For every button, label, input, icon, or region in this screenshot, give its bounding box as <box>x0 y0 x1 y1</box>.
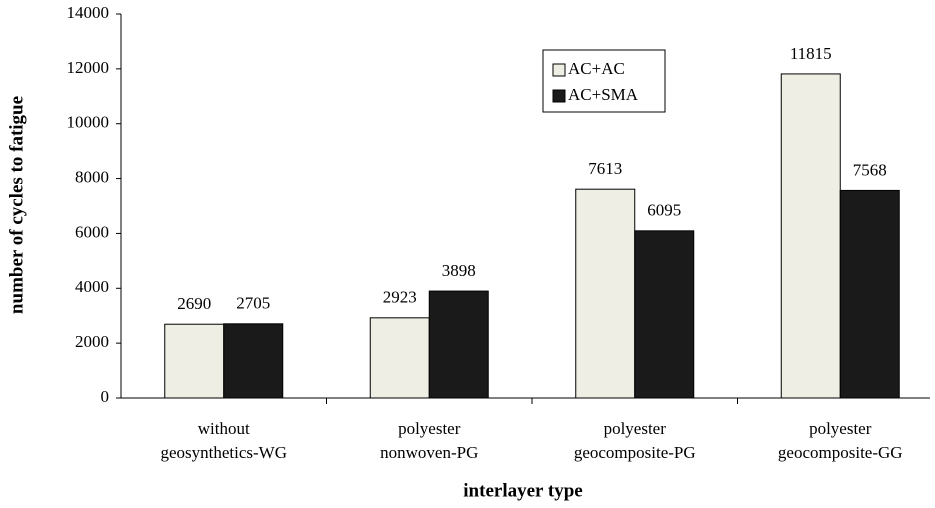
y-tick-label: 0 <box>101 387 110 406</box>
y-tick-label: 14000 <box>67 3 110 22</box>
value-label: 7613 <box>588 159 622 178</box>
y-tick-label: 2000 <box>75 332 109 351</box>
value-label: 2690 <box>177 294 211 313</box>
y-tick-label: 12000 <box>67 58 110 77</box>
x-tick-label: geosynthetics-WG <box>160 443 287 462</box>
bar <box>575 188 636 399</box>
x-tick-label: geocomposite-GG <box>778 443 903 462</box>
x-axis-label: interlayer type <box>463 480 582 501</box>
x-tick-label: geocomposite-PG <box>574 443 696 462</box>
x-tick-label: polyester <box>604 419 667 438</box>
x-tick-label: polyester <box>809 419 872 438</box>
y-tick-label: 10000 <box>67 113 110 132</box>
y-axis-label: number of cycles to fatigue <box>6 96 27 314</box>
y-tick-label: 8000 <box>75 167 109 186</box>
value-label: 2923 <box>383 288 417 307</box>
value-label: 3898 <box>442 261 476 280</box>
bar <box>780 73 841 399</box>
y-tick-label: 6000 <box>75 222 109 241</box>
value-label: 2705 <box>236 294 270 313</box>
legend-swatch <box>552 89 566 103</box>
x-tick-label: nonwoven-PG <box>380 443 478 462</box>
bar <box>164 323 225 399</box>
value-label: 6095 <box>647 201 681 220</box>
bar <box>428 290 489 399</box>
legend-swatch <box>552 63 566 77</box>
y-label-clip: number of cycles to fatigue <box>6 96 27 314</box>
bar <box>839 189 900 399</box>
legend-label: AC+SMA <box>568 85 639 104</box>
bar <box>223 323 284 399</box>
bar <box>634 230 695 399</box>
value-label: 11815 <box>790 44 832 63</box>
x-tick-label: without <box>198 419 250 438</box>
y-tick-label: 4000 <box>75 277 109 296</box>
x-tick-label: polyester <box>398 419 461 438</box>
legend-label: AC+AC <box>568 59 625 78</box>
value-label: 7568 <box>853 160 887 179</box>
bar <box>369 317 430 399</box>
